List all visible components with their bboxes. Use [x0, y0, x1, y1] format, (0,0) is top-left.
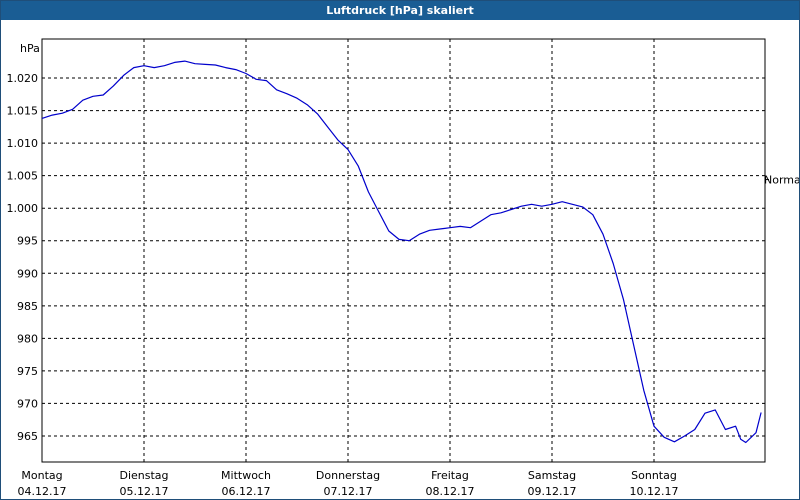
x-tick-date: 04.12.17 — [18, 485, 67, 498]
x-tick-date: 06.12.17 — [222, 485, 271, 498]
window-title: Luftdruck [hPa] skaliert — [1, 1, 799, 20]
y-axis-ticks: 1.020 1.015 1.010 1.005 1.000 995 990 985 980 975… — [7, 72, 39, 443]
pressure-chart: 1.020 1.015 1.010 1.005 1.000 995 990 985 980 975… — [7, 38, 799, 498]
x-tick-day: Dienstag — [119, 469, 168, 482]
reference-label: Normal — [764, 174, 799, 187]
y-tick-label: 985 — [17, 300, 38, 313]
y-tick-label: 1.020 — [7, 72, 39, 85]
pressure-series-line — [41, 60, 762, 444]
y-tick-label: 970 — [17, 397, 38, 410]
y-tick-label: 995 — [17, 235, 38, 248]
x-tick-date: 08.12.17 — [426, 485, 475, 498]
x-tick-date: 05.12.17 — [120, 485, 169, 498]
plot-area — [41, 38, 766, 463]
x-tick-day: Donnerstag — [316, 469, 380, 482]
x-tick-day: Samstag — [528, 469, 576, 482]
y-tick-label: 975 — [17, 365, 38, 378]
y-tick-label: 965 — [17, 430, 38, 443]
x-tick-date: 07.12.17 — [324, 485, 373, 498]
grid — [42, 39, 765, 462]
y-tick-label: 980 — [17, 332, 38, 345]
y-tick-label: 1.010 — [7, 137, 39, 150]
y-tick-label: 1.015 — [7, 105, 39, 118]
y-unit-label: hPa — [20, 42, 40, 55]
x-tick-day: Freitag — [431, 469, 469, 482]
x-tick-day: Mittwoch — [221, 469, 271, 482]
y-tick-label: 990 — [17, 267, 38, 280]
series-group — [41, 60, 762, 444]
x-tick-date: 09.12.17 — [528, 485, 577, 498]
x-tick-date: 10.12.17 — [630, 485, 679, 498]
x-axis-ticks: Montag 04.12.17 Dienstag 05.12.17 Mittwoch 06… — [18, 469, 679, 498]
x-tick-day: Sonntag — [631, 469, 677, 482]
y-tick-label: 1.000 — [7, 202, 39, 215]
x-tick-day: Montag — [21, 469, 62, 482]
y-tick-label: 1.005 — [7, 170, 39, 183]
reference-line-group: Normal — [764, 174, 799, 187]
